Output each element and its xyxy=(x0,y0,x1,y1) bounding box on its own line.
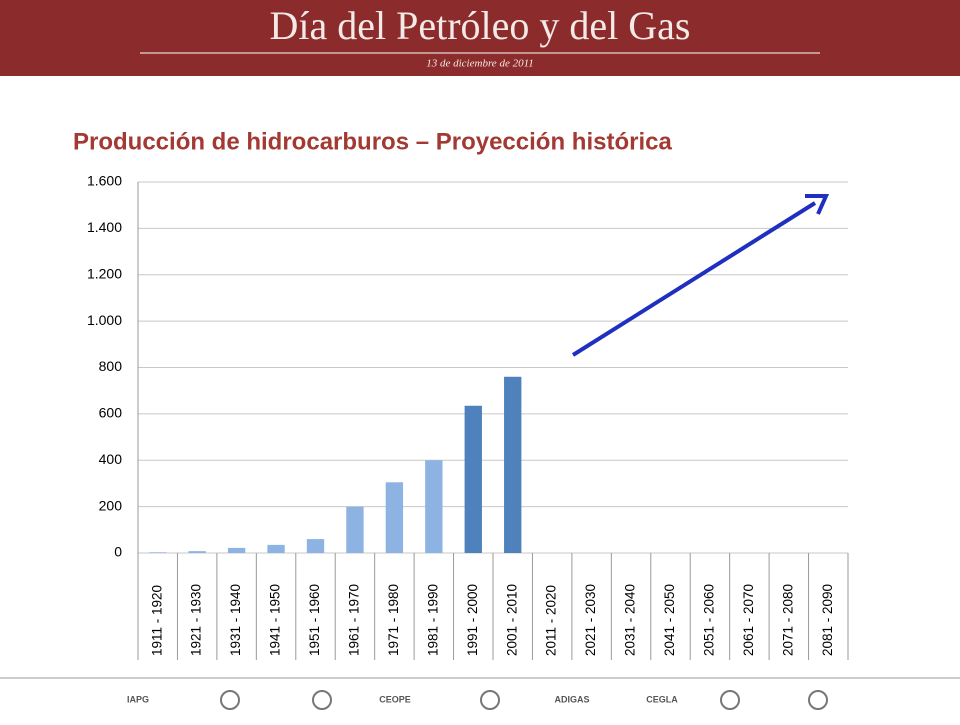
footer-logos: IAPG CEOPE ADIGAS CEGLA xyxy=(127,690,828,710)
logo-mark xyxy=(220,690,240,710)
logo-mark xyxy=(808,690,828,710)
arrow-shaft xyxy=(571,201,817,357)
trend-arrow xyxy=(571,194,830,357)
y-tick-label: 600 xyxy=(99,405,123,421)
footer-logo: CEOPE xyxy=(379,694,411,704)
x-tick-label: 2081 - 2090 xyxy=(820,584,835,656)
y-tick-label: 0 xyxy=(114,544,122,560)
x-tick-label: 2001 - 2010 xyxy=(504,584,519,656)
x-tick-label: 2061 - 2070 xyxy=(741,584,756,656)
x-tick-label: 1931 - 1940 xyxy=(228,584,243,656)
x-tick-label: 2011 - 2020 xyxy=(544,585,559,656)
x-tick-label: 2031 - 2040 xyxy=(623,584,638,656)
logo-mark xyxy=(312,690,332,710)
x-tick-label: 1911 - 1920 xyxy=(149,585,164,656)
x-tick-label: 1981 - 1990 xyxy=(425,584,440,656)
y-tick-label: 200 xyxy=(99,497,123,513)
logo-mark xyxy=(720,690,740,710)
x-tick-label: 1921 - 1930 xyxy=(189,584,204,656)
y-tick-label: 1.200 xyxy=(87,265,122,281)
y-tick-label: 1.000 xyxy=(87,312,122,328)
header-band xyxy=(0,0,960,76)
x-tick-label: 2041 - 2050 xyxy=(662,584,677,656)
bar xyxy=(306,539,325,553)
x-tick-label: 1961 - 1970 xyxy=(347,584,362,656)
chart-title: Producción de hidrocarburos – Proyección… xyxy=(73,128,672,155)
bar xyxy=(464,405,482,553)
bar xyxy=(504,376,522,553)
x-tick-label: 1971 - 1980 xyxy=(386,584,401,656)
x-tick-label: 1941 - 1950 xyxy=(268,584,283,656)
bar xyxy=(227,547,246,553)
header-title: Día del Petróleo y del Gas xyxy=(270,3,691,48)
x-tick-label: 1951 - 1960 xyxy=(307,584,322,656)
y-tick-label: 1.600 xyxy=(87,173,122,189)
y-tick-label: 1.400 xyxy=(87,219,122,235)
x-tick-label: 2051 - 2060 xyxy=(702,584,717,656)
bar xyxy=(346,506,364,553)
bar xyxy=(149,552,167,553)
plot: 0 200 400 600 800 1.000 1.200 1.400 1.600 1911 - … xyxy=(87,173,849,660)
logo-mark xyxy=(480,690,500,710)
footer-logo: CEGLA xyxy=(646,694,678,704)
header-date: 13 de diciembre de 2011 xyxy=(426,58,534,70)
x-tick-label: 2071 - 2080 xyxy=(780,584,795,656)
footer-logo: IAPG xyxy=(127,694,149,704)
bar xyxy=(425,460,443,553)
arrow-head xyxy=(805,194,830,215)
y-tick-label: 400 xyxy=(99,451,123,467)
x-tick-label: 1991 - 2000 xyxy=(465,584,480,656)
y-tick-label: 800 xyxy=(99,358,123,374)
bar xyxy=(267,544,285,553)
bar xyxy=(385,482,404,553)
footer-logo: ADIGAS xyxy=(554,694,589,704)
bar xyxy=(188,551,206,553)
x-tick-label: 2021 - 2030 xyxy=(583,584,598,656)
